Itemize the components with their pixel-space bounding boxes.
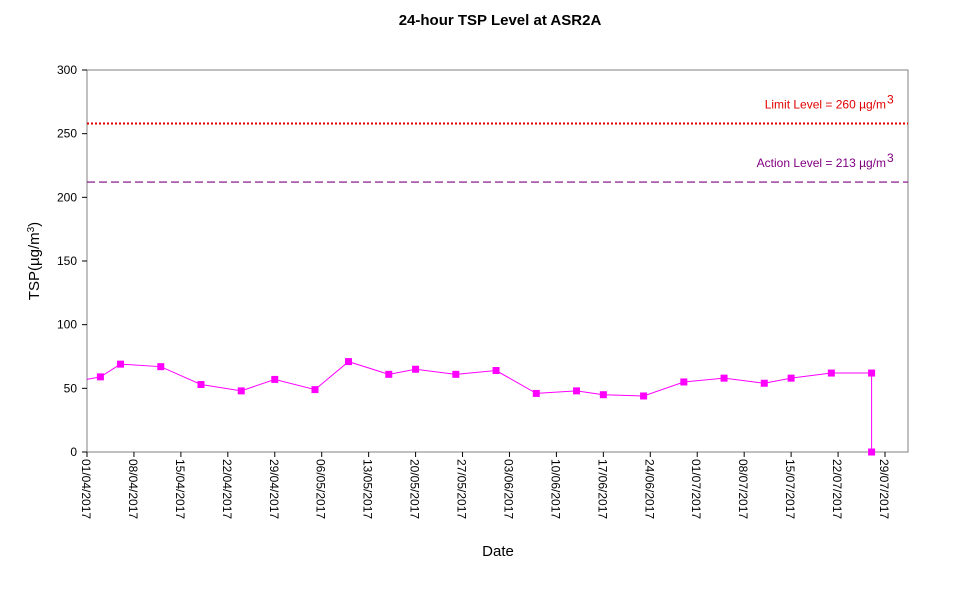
y-tick-label-150: 150 xyxy=(57,254,77,268)
reference-line-label-superscript-0: 3 xyxy=(887,92,894,106)
x-tick-label-2: 15/04/2017 xyxy=(173,459,187,519)
x-tick-label-17: 29/07/2017 xyxy=(877,459,891,519)
x-tick-label-11: 17/06/2017 xyxy=(595,459,609,519)
x-tick-label-16: 22/07/2017 xyxy=(830,459,844,519)
series-0-point-19 xyxy=(787,374,795,382)
series-0-point-13 xyxy=(573,387,581,395)
reference-line-label-superscript-1: 3 xyxy=(887,151,894,165)
y-axis-title: TSP(µg/m3) xyxy=(26,222,44,300)
series-layer xyxy=(86,358,876,456)
x-tick-label-1: 08/04/2017 xyxy=(126,459,140,519)
x-tick-label-14: 08/07/2017 xyxy=(736,459,750,519)
series-0-point-7 xyxy=(345,358,353,366)
y-axis-title-close: ) xyxy=(26,222,43,227)
series-0-point-16 xyxy=(680,378,688,386)
x-axis: 01/04/2017 08/04/2017 15/04/2017 22/04/2017… xyxy=(79,452,891,519)
x-tick-label-3: 22/04/2017 xyxy=(220,459,234,519)
x-axis-title: Date xyxy=(482,543,514,560)
x-tick-label-12: 24/06/2017 xyxy=(642,459,656,519)
x-tick-label-10: 10/06/2017 xyxy=(548,459,562,519)
series-0-point-5 xyxy=(271,375,279,383)
x-tick-label-5: 06/05/2017 xyxy=(314,459,328,519)
series-0-point-8 xyxy=(385,370,393,378)
series-0-point-20 xyxy=(827,369,835,377)
x-tick-label-6: 13/05/2017 xyxy=(361,459,375,519)
y-axis: 0 50 100 150 200 250 300 xyxy=(57,63,87,459)
y-tick-label-250: 250 xyxy=(57,127,77,141)
y-axis-title-superscript: 3 xyxy=(26,226,37,232)
series-0-point-21 xyxy=(868,369,876,377)
x-tick-label-7: 20/05/2017 xyxy=(408,459,422,519)
series-0-point-12 xyxy=(532,389,540,397)
y-tick-label-0: 0 xyxy=(70,445,77,459)
series-0-point-1 xyxy=(117,360,125,368)
y-tick-label-300: 300 xyxy=(57,63,77,77)
reference-line-label-0: Limit Level = 260 µg/m xyxy=(765,97,886,111)
series-0-point-9 xyxy=(412,365,420,373)
series-0-point-3 xyxy=(197,381,205,389)
series-0-point-2 xyxy=(157,363,165,371)
y-tick-label-50: 50 xyxy=(64,381,78,395)
series-0-point-18 xyxy=(760,379,768,387)
x-tick-label-0: 01/04/2017 xyxy=(79,459,93,519)
x-tick-label-15: 15/07/2017 xyxy=(783,459,797,519)
y-tick-label-200: 200 xyxy=(57,190,77,204)
x-tick-label-8: 27/05/2017 xyxy=(455,459,469,519)
series-0-point-0 xyxy=(96,373,104,381)
reference-line-label-1: Action Level = 213 µg/m xyxy=(757,156,886,170)
series-0-point-15 xyxy=(640,392,648,400)
series-0-point-17 xyxy=(720,374,728,382)
x-tick-label-4: 29/04/2017 xyxy=(267,459,281,519)
plot-area xyxy=(86,69,909,453)
chart-title: 24-hour TSP Level at ASR2A xyxy=(398,12,602,29)
series-0-point-11 xyxy=(492,367,500,375)
series-0-point-14 xyxy=(599,391,607,399)
series-0-point-10 xyxy=(452,370,460,378)
x-tick-label-13: 01/07/2017 xyxy=(689,459,703,519)
x-tick-label-9: 03/06/2017 xyxy=(501,459,515,519)
series-0-point-6 xyxy=(311,386,319,394)
y-axis-title-main: TSP(µg/m xyxy=(26,232,43,300)
series-0-point-22 xyxy=(868,448,876,456)
y-tick-label-100: 100 xyxy=(57,318,77,332)
series-0-point-4 xyxy=(237,387,245,395)
